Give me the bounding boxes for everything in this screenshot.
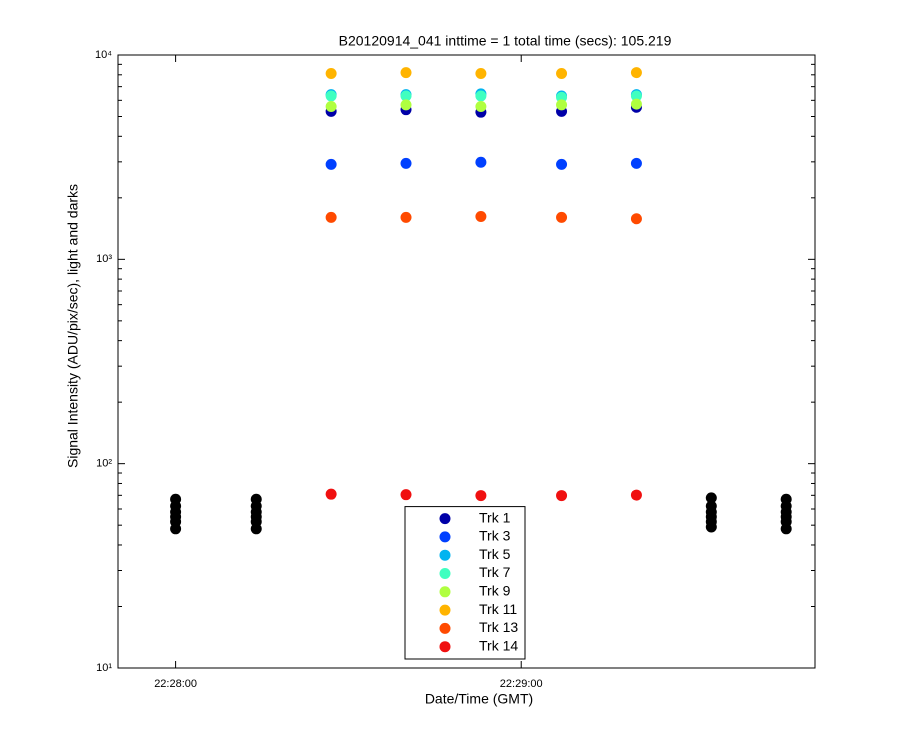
data-point bbox=[325, 211, 337, 223]
data-point bbox=[170, 493, 182, 505]
data-point bbox=[325, 90, 337, 102]
data-point bbox=[325, 158, 337, 170]
data-point bbox=[630, 90, 642, 102]
legend-marker bbox=[439, 586, 451, 598]
x-axis-label: Date/Time (GMT) bbox=[425, 691, 533, 707]
chart-title: B20120914_041 inttime = 1 total time (se… bbox=[339, 33, 672, 49]
data-point bbox=[400, 157, 412, 169]
data-point bbox=[556, 490, 568, 502]
legend-marker bbox=[439, 549, 451, 561]
data-point bbox=[556, 99, 568, 111]
data-point bbox=[400, 99, 412, 111]
legend-label: Trk 5 bbox=[479, 546, 511, 562]
data-point bbox=[630, 157, 642, 169]
legend-label: Trk 3 bbox=[479, 528, 511, 544]
data-point bbox=[400, 90, 412, 102]
data-point bbox=[400, 67, 412, 79]
data-point bbox=[556, 67, 568, 79]
data-point bbox=[325, 488, 337, 500]
data-point bbox=[475, 211, 487, 223]
y-tick-label: 10¹ bbox=[96, 662, 112, 674]
legend-label: Trk 13 bbox=[479, 619, 518, 635]
data-point bbox=[705, 500, 717, 512]
legend-label: Trk 14 bbox=[479, 637, 518, 653]
x-tick-label: 22:29:00 bbox=[500, 678, 543, 690]
y-axis-label: Signal Intensity (ADU/pix/sec), light an… bbox=[65, 184, 81, 468]
y-tick-label: 10² bbox=[96, 458, 112, 470]
y-tick-label: 10⁴ bbox=[95, 49, 112, 61]
data-point bbox=[475, 490, 487, 502]
legend-marker bbox=[439, 641, 451, 653]
legend-marker bbox=[439, 568, 451, 579]
data-point bbox=[630, 98, 642, 110]
legend-marker bbox=[439, 513, 451, 525]
data-point bbox=[630, 213, 642, 225]
data-point bbox=[556, 158, 568, 170]
legend-label: Trk 11 bbox=[479, 601, 517, 617]
data-point bbox=[400, 489, 412, 501]
data-point bbox=[630, 67, 642, 79]
legend-label: Trk 9 bbox=[479, 583, 511, 599]
data-point bbox=[780, 493, 792, 505]
legend-marker bbox=[439, 622, 451, 634]
data-point bbox=[705, 492, 717, 504]
data-point bbox=[475, 67, 487, 79]
legend-label: Trk 1 bbox=[479, 509, 511, 525]
data-point bbox=[325, 100, 337, 112]
legend-box bbox=[404, 506, 526, 660]
data-point bbox=[475, 100, 487, 112]
data-point bbox=[556, 211, 568, 223]
data-point bbox=[400, 211, 412, 223]
data-point bbox=[475, 90, 487, 102]
data-point bbox=[475, 156, 487, 168]
legend-marker bbox=[439, 604, 451, 616]
y-tick-label: 10³ bbox=[96, 253, 112, 265]
legend-label: Trk 7 bbox=[479, 564, 511, 580]
legend-marker bbox=[439, 531, 451, 543]
data-point bbox=[630, 489, 642, 501]
data-point bbox=[325, 67, 337, 79]
x-tick-label: 22:28:00 bbox=[154, 678, 197, 690]
data-point bbox=[250, 493, 262, 505]
